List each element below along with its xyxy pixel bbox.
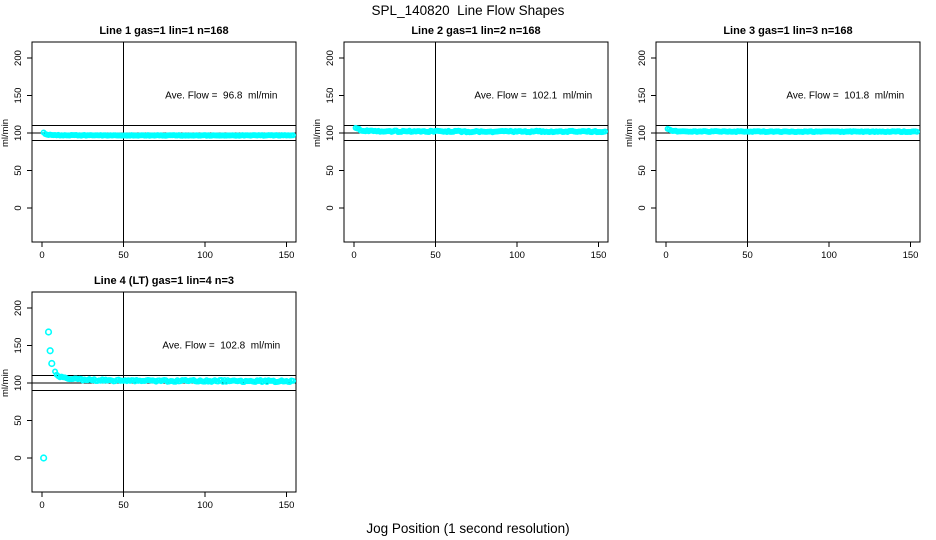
svg-text:0: 0 xyxy=(13,455,24,460)
y-axis-label: ml/min xyxy=(312,119,323,147)
reference-lines xyxy=(32,292,296,492)
svg-text:50: 50 xyxy=(637,165,648,176)
plot-box xyxy=(31,291,297,493)
y-axis: 0 50 100 150 200 xyxy=(13,300,32,461)
svg-text:0: 0 xyxy=(663,250,668,261)
panel-line1: Line 1 gas=1 lin=1 n=168 0 50 100 150 200 ml/m… xyxy=(0,20,312,270)
panel-line1-plot: Line 1 gas=1 lin=1 n=168 0 50 100 150 200 ml/m… xyxy=(0,25,297,261)
ave-flow-annotation: Ave. Flow = 101.8 ml/min xyxy=(786,91,904,102)
svg-text:200: 200 xyxy=(13,300,24,316)
ave-flow-annotation: Ave. Flow = 96.8 ml/min xyxy=(165,91,277,102)
y-axis-label: ml/min xyxy=(0,119,11,147)
svg-text:200: 200 xyxy=(325,50,336,66)
svg-text:50: 50 xyxy=(325,165,336,176)
svg-text:200: 200 xyxy=(637,50,648,66)
panels-grid: Line 1 gas=1 lin=1 n=168 0 50 100 150 200 ml/m… xyxy=(0,20,936,520)
svg-text:100: 100 xyxy=(197,250,213,261)
panel-line3-plot: Line 3 gas=1 lin=3 n=168 0 50 100 150 200 ml/m… xyxy=(624,25,921,261)
svg-text:150: 150 xyxy=(279,500,295,511)
reference-lines xyxy=(344,42,608,242)
panel-line3: Line 3 gas=1 lin=3 n=168 0 50 100 150 200 ml/m… xyxy=(624,20,936,270)
figure-x-axis-label: Jog Position (1 second resolution) xyxy=(366,521,570,536)
svg-text:50: 50 xyxy=(118,250,129,261)
svg-text:0: 0 xyxy=(39,500,44,511)
svg-text:150: 150 xyxy=(13,338,24,354)
panel-line4: Line 4 (LT) gas=1 lin=4 n=3 0 50 100 150 200 m… xyxy=(0,270,312,520)
x-axis: 0 50 100 150 xyxy=(39,492,294,511)
plot-box xyxy=(31,41,297,243)
y-axis-label: ml/min xyxy=(624,119,635,147)
plot-box xyxy=(343,41,609,243)
svg-text:150: 150 xyxy=(637,88,648,104)
panel-line4-plot: Line 4 (LT) gas=1 lin=4 n=3 0 50 100 150 200 m… xyxy=(0,275,297,511)
panel-line2: Line 2 gas=1 lin=2 n=168 0 50 100 150 200 ml/m… xyxy=(312,20,624,270)
panel-title: Line 4 (LT) gas=1 lin=4 n=3 xyxy=(94,275,234,287)
svg-text:150: 150 xyxy=(279,250,295,261)
svg-text:50: 50 xyxy=(13,415,24,426)
svg-text:100: 100 xyxy=(637,125,648,141)
svg-text:0: 0 xyxy=(39,250,44,261)
svg-text:0: 0 xyxy=(13,205,24,210)
svg-text:50: 50 xyxy=(430,250,441,261)
reference-lines xyxy=(656,42,920,242)
y-axis: 0 50 100 150 200 xyxy=(325,50,344,211)
x-axis: 0 50 100 150 xyxy=(351,242,606,261)
ave-flow-annotation: Ave. Flow = 102.1 ml/min xyxy=(474,91,592,102)
y-axis: 0 50 100 150 200 xyxy=(13,50,32,211)
figure-title: SPL_140820 Line Flow Shapes xyxy=(371,3,565,18)
panel-line2-plot: Line 2 gas=1 lin=2 n=168 0 50 100 150 200 ml/m… xyxy=(312,25,609,261)
svg-text:100: 100 xyxy=(13,125,24,141)
svg-text:100: 100 xyxy=(13,375,24,391)
svg-text:50: 50 xyxy=(742,250,753,261)
svg-text:100: 100 xyxy=(197,500,213,511)
svg-text:50: 50 xyxy=(118,500,129,511)
svg-text:150: 150 xyxy=(903,250,919,261)
data-points xyxy=(40,328,296,462)
ave-flow-annotation: Ave. Flow = 102.8 ml/min xyxy=(162,341,280,352)
data-points xyxy=(352,124,608,136)
panel-title: Line 2 gas=1 lin=2 n=168 xyxy=(411,25,540,37)
plot-box xyxy=(655,41,921,243)
panel-title: Line 3 gas=1 lin=3 n=168 xyxy=(723,25,852,37)
reference-lines xyxy=(32,42,296,242)
svg-text:0: 0 xyxy=(325,205,336,210)
y-axis: 0 50 100 150 200 xyxy=(637,50,656,211)
data-points xyxy=(664,125,920,136)
svg-text:150: 150 xyxy=(591,250,607,261)
data-points xyxy=(40,129,296,139)
x-axis: 0 50 100 150 xyxy=(663,242,918,261)
svg-text:150: 150 xyxy=(13,88,24,104)
svg-text:0: 0 xyxy=(637,205,648,210)
y-axis-label: ml/min xyxy=(0,369,11,397)
svg-text:100: 100 xyxy=(821,250,837,261)
svg-text:100: 100 xyxy=(325,125,336,141)
x-axis: 0 50 100 150 xyxy=(39,242,294,261)
svg-text:50: 50 xyxy=(13,165,24,176)
svg-text:150: 150 xyxy=(325,88,336,104)
svg-text:100: 100 xyxy=(509,250,525,261)
svg-text:200: 200 xyxy=(13,50,24,66)
panel-title: Line 1 gas=1 lin=1 n=168 xyxy=(99,25,228,37)
svg-text:0: 0 xyxy=(351,250,356,261)
